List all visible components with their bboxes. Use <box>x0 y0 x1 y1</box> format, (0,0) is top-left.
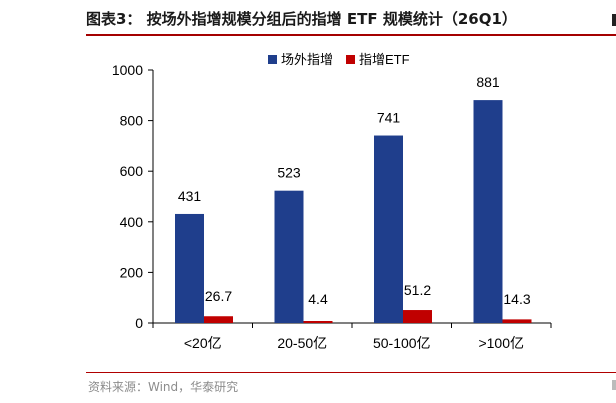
data-label: 741 <box>377 110 401 126</box>
adjacent-edge-mark <box>612 14 616 26</box>
x-tick-label: 50-100亿 <box>373 335 431 351</box>
bar <box>502 319 532 323</box>
data-labels: 431 26.7 523 4.4 741 51.2 881 14.3 <box>178 74 531 307</box>
legend-label: 指增ETF <box>359 52 410 67</box>
legend-label: 场外指增 <box>281 52 333 67</box>
adjacent-edge-mark-bottom <box>612 380 616 390</box>
bar <box>473 100 503 324</box>
data-label: 881 <box>476 74 500 90</box>
data-label: 26.7 <box>205 288 232 304</box>
source-note: 资料来源：Wind，华泰研究 <box>88 380 239 394</box>
legend-swatch <box>268 55 277 64</box>
y-tick-label: 0 <box>135 315 143 331</box>
chart-legend: 场外指增 指增ETF <box>268 52 410 67</box>
footer-rule <box>86 372 616 373</box>
data-label: 523 <box>277 165 301 181</box>
y-tick-label: 400 <box>120 214 144 230</box>
data-label: 431 <box>178 188 202 204</box>
x-axis: <20亿 20-50亿 50-100亿 >100亿 <box>152 322 552 351</box>
title-rule <box>86 34 616 36</box>
data-label: 51.2 <box>404 282 431 298</box>
data-label: 14.3 <box>503 291 530 307</box>
legend-swatch <box>346 55 355 64</box>
bar <box>175 213 204 323</box>
bar <box>403 310 432 323</box>
y-tick-label: 200 <box>120 264 144 280</box>
x-tick-label: 20-50亿 <box>277 335 327 351</box>
bars <box>175 100 532 324</box>
x-tick-label: <20亿 <box>184 335 222 351</box>
bar <box>204 316 233 323</box>
y-tick-label: 1000 <box>112 62 143 78</box>
x-tick-label: >100亿 <box>478 335 524 351</box>
y-axis: 0 200 400 600 800 1000 <box>112 62 154 331</box>
y-tick-label: 600 <box>120 163 144 179</box>
bar <box>274 190 304 323</box>
y-tick-label: 800 <box>120 113 144 129</box>
figure-title: 图表3： 按场外指增规模分组后的指增 ETF 规模统计（26Q1） <box>86 10 517 28</box>
bar <box>303 321 333 323</box>
bar <box>374 135 403 323</box>
data-label: 4.4 <box>308 291 328 307</box>
